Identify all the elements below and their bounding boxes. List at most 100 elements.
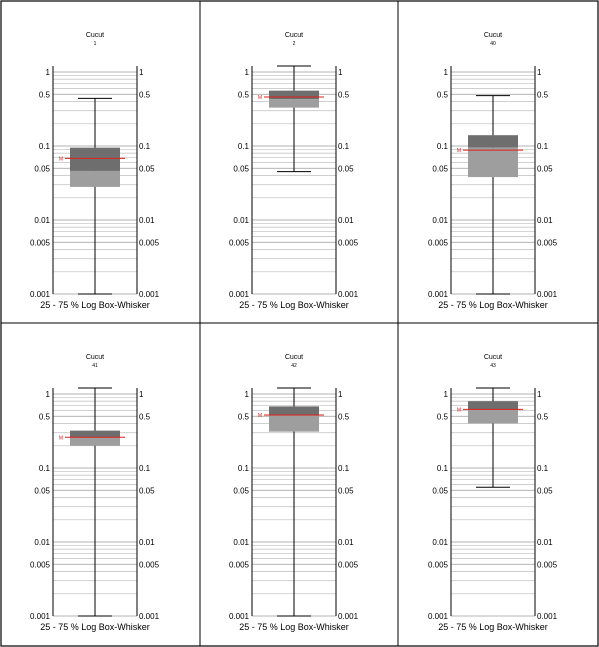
y-tick-label-right: 1	[537, 68, 542, 77]
y-tick-label-left: 0.001	[428, 612, 449, 621]
x-axis-label: 25 - 75 % Log Box-Whisker	[239, 622, 349, 632]
y-tick-label-left: 1	[245, 68, 250, 77]
mean-label: M	[457, 148, 461, 154]
chart-subtitle: 2	[293, 41, 296, 47]
y-tick-label-right: 0.5	[139, 90, 151, 99]
box-upper-quartile	[70, 430, 120, 438]
y-tick-label-right: 0.001	[338, 290, 359, 299]
chart-title: Cucut	[285, 32, 303, 39]
y-tick-label-left: 0.001	[428, 290, 449, 299]
y-tick-label-right: 1	[338, 68, 343, 77]
box-lower-quartile	[468, 409, 518, 424]
box-lower-quartile	[70, 437, 120, 446]
y-tick-label-left: 0.05	[34, 486, 50, 495]
y-tick-label-right: 0.1	[338, 142, 350, 151]
y-tick-label-right: 0.5	[338, 90, 350, 99]
y-tick-label-right: 0.05	[338, 164, 354, 173]
y-tick-label-left: 1	[444, 68, 449, 77]
box-lower-quartile	[70, 170, 120, 187]
y-tick-label-left: 0.1	[437, 142, 449, 151]
y-tick-label-left: 0.005	[229, 560, 250, 569]
y-tick-label-left: 0.05	[34, 164, 50, 173]
y-tick-label-right: 0.05	[139, 486, 155, 495]
mean-label: M	[59, 435, 63, 441]
chart-1: 1 1 0.5 0.5 0.1 0.1 0.05 0.05 0.01 0.01 0.005 0.005…	[30, 32, 160, 310]
y-tick-label-right: 0.005	[139, 238, 160, 247]
chart-subtitle: 1	[94, 41, 97, 47]
y-tick-label-right: 0.005	[338, 238, 359, 247]
x-axis-label: 25 - 75 % Log Box-Whisker	[40, 622, 150, 632]
chart-subtitle: 42	[291, 363, 297, 369]
y-tick-label-right: 0.001	[537, 290, 558, 299]
y-tick-label-left: 0.001	[30, 612, 51, 621]
y-tick-label-left: 0.01	[432, 538, 448, 547]
y-tick-label-right: 0.5	[139, 412, 151, 421]
y-tick-label-left: 0.5	[437, 412, 449, 421]
y-tick-label-left: 0.5	[437, 90, 449, 99]
box-upper-quartile	[468, 401, 518, 410]
y-tick-label-right: 0.5	[537, 412, 549, 421]
y-tick-label-right: 1	[139, 68, 144, 77]
chart-5: 1 1 0.5 0.5 0.1 0.1 0.05 0.05 0.01 0.01 0.005 0.005…	[229, 354, 359, 632]
x-axis-label: 25 - 75 % Log Box-Whisker	[40, 300, 150, 310]
x-axis-label: 25 - 75 % Log Box-Whisker	[438, 622, 548, 632]
y-tick-label-right: 0.01	[537, 538, 553, 547]
y-tick-label-left: 0.005	[229, 238, 250, 247]
y-tick-label-right: 1	[139, 390, 144, 399]
y-tick-label-left: 0.1	[437, 464, 449, 473]
y-tick-label-right: 0.001	[537, 612, 558, 621]
y-tick-label-left: 1	[46, 390, 51, 399]
chart-subtitle: 40	[490, 41, 496, 47]
y-tick-label-left: 0.001	[229, 290, 250, 299]
y-tick-label-left: 1	[245, 390, 250, 399]
y-tick-label-left: 0.5	[39, 90, 51, 99]
chart-title: Cucut	[86, 354, 104, 361]
mean-label: M	[457, 407, 461, 413]
y-tick-label-right: 0.001	[338, 612, 359, 621]
y-tick-label-right: 0.1	[338, 464, 350, 473]
y-tick-label-left: 0.01	[34, 216, 50, 225]
y-tick-label-right: 0.05	[338, 486, 354, 495]
chart-subtitle: 43	[490, 363, 496, 369]
y-tick-label-left: 0.005	[428, 560, 449, 569]
box-lower-quartile	[269, 99, 319, 108]
y-tick-label-left: 0.01	[233, 538, 249, 547]
y-tick-label-right: 0.1	[537, 142, 549, 151]
y-tick-label-left: 0.05	[233, 164, 249, 173]
y-tick-label-right: 1	[537, 390, 542, 399]
y-tick-label-right: 0.1	[537, 464, 549, 473]
y-tick-label-right: 0.005	[139, 560, 160, 569]
chart-3: 1 1 0.5 0.5 0.1 0.1 0.05 0.05 0.01 0.01 0.005 0.005…	[428, 32, 558, 310]
y-tick-label-left: 0.1	[39, 142, 51, 151]
y-tick-label-left: 0.001	[30, 290, 51, 299]
y-tick-label-left: 0.01	[34, 538, 50, 547]
box-upper-quartile	[269, 406, 319, 416]
y-tick-label-left: 0.05	[432, 164, 448, 173]
y-tick-label-left: 1	[46, 68, 51, 77]
chart-title: Cucut	[285, 354, 303, 361]
y-tick-label-left: 1	[444, 390, 449, 399]
y-tick-label-left: 0.005	[428, 238, 449, 247]
chart-2: 1 1 0.5 0.5 0.1 0.1 0.05 0.05 0.01 0.01 0.005 0.005…	[229, 32, 359, 310]
y-tick-label-right: 0.05	[139, 164, 155, 173]
chart-6: 1 1 0.5 0.5 0.1 0.1 0.05 0.05 0.01 0.01 0.005 0.005…	[428, 354, 558, 632]
box-upper-quartile	[468, 135, 518, 148]
y-tick-label-right: 1	[338, 390, 343, 399]
y-tick-label-right: 0.01	[139, 216, 155, 225]
y-tick-label-right: 0.01	[139, 538, 155, 547]
chart-title: Cucut	[86, 32, 104, 39]
y-tick-label-right: 0.1	[139, 142, 151, 151]
chart-title: Cucut	[484, 32, 502, 39]
y-tick-label-right: 0.01	[338, 538, 354, 547]
y-tick-label-right: 0.005	[537, 560, 558, 569]
y-tick-label-left: 0.1	[238, 142, 250, 151]
box-upper-quartile	[70, 147, 120, 171]
x-axis-label: 25 - 75 % Log Box-Whisker	[239, 300, 349, 310]
y-tick-label-left: 0.5	[238, 90, 250, 99]
box-lower-quartile	[468, 147, 518, 178]
y-tick-label-left: 0.005	[30, 560, 51, 569]
chart-4: 1 1 0.5 0.5 0.1 0.1 0.05 0.05 0.01 0.01 0.005 0.005…	[30, 354, 160, 632]
mean-label: M	[59, 156, 63, 162]
